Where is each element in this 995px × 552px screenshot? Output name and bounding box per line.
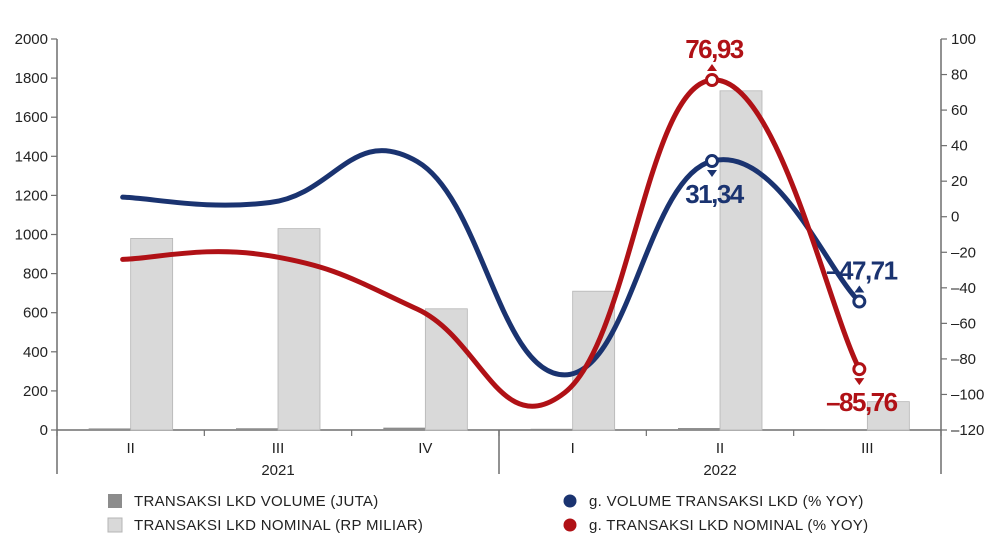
right-tick-label: –100 — [951, 386, 984, 403]
data-label-arrow — [707, 170, 717, 178]
category-label: II — [126, 440, 134, 457]
left-tick-label: 400 — [23, 344, 48, 361]
data-label-arrow — [707, 64, 717, 72]
right-tick-label: –40 — [951, 280, 976, 297]
nominal-growth-line — [120, 77, 862, 409]
left-tick-label: 1200 — [15, 187, 48, 204]
right-tick-label: 60 — [951, 102, 968, 119]
category-label: III — [861, 440, 874, 457]
right-tick-label: 0 — [951, 209, 959, 226]
left-tick-label: 1800 — [15, 70, 48, 87]
data-label: 76,93 — [685, 34, 744, 64]
right-tick-label: 100 — [951, 31, 976, 48]
volume-bar — [236, 428, 278, 430]
nominal-bar — [130, 238, 174, 431]
lines — [120, 73, 867, 409]
volume-bar — [678, 428, 720, 430]
left-tick-label: 800 — [23, 266, 48, 283]
right-tick-label: 40 — [951, 138, 968, 155]
right-tick-label: –80 — [951, 351, 976, 368]
left-tick-label: 1000 — [15, 227, 48, 244]
nominal-bar — [866, 401, 910, 431]
left-tick-label: 2000 — [15, 31, 48, 48]
data-point-marker — [852, 294, 867, 309]
left-tick-label: 600 — [23, 305, 48, 322]
legend-swatch — [107, 517, 123, 533]
category-label: III — [272, 440, 285, 457]
volume-bar — [825, 429, 868, 430]
legend-label: g. VOLUME TRANSAKSI LKD (% YOY) — [589, 493, 864, 510]
left-tick-label: 200 — [23, 383, 48, 400]
category-label: II — [716, 440, 724, 457]
volume-growth-line — [120, 148, 862, 378]
volume-bar — [383, 427, 426, 430]
data-point-marker — [852, 362, 867, 377]
legend: TRANSAKSI LKD VOLUME (JUTA) TRANSAKSI LKD… — [107, 493, 868, 534]
data-labels: 31,34 –47,71 76,93 –85,76 — [685, 34, 899, 417]
right-tick-label: –20 — [951, 244, 976, 261]
legend-marker — [563, 494, 577, 508]
volume-bar — [530, 428, 573, 430]
volume-bar — [88, 428, 131, 430]
data-label-arrow — [854, 285, 865, 293]
left-tick-label: 1400 — [15, 148, 48, 165]
left-tick-label: 1600 — [15, 109, 48, 126]
right-tick-label: 80 — [951, 67, 968, 84]
data-label: –47,71 — [826, 256, 898, 286]
data-label: –85,76 — [826, 387, 898, 417]
data-point-marker — [705, 73, 719, 88]
category-label: I — [571, 440, 575, 457]
bars — [88, 90, 910, 431]
year-label: 2021 — [261, 462, 294, 479]
data-label-arrow — [854, 378, 865, 386]
legend-label: TRANSAKSI LKD VOLUME (JUTA) — [134, 493, 379, 510]
right-tick-label: –60 — [951, 315, 976, 332]
legend-swatch — [108, 494, 122, 508]
right-tick-label: –120 — [951, 422, 984, 439]
nominal-bar — [719, 90, 763, 431]
data-label: 31,34 — [685, 179, 745, 209]
legend-label: TRANSAKSI LKD NOMINAL (RP MILIAR) — [134, 517, 423, 534]
axes: 0200400600800100012001400160018002000–12… — [15, 31, 985, 479]
year-label: 2022 — [703, 462, 736, 479]
legend-label: g. TRANSAKSI LKD NOMINAL (% YOY) — [589, 517, 868, 534]
right-tick-label: 20 — [951, 173, 968, 190]
left-tick-label: 0 — [40, 422, 48, 439]
category-label: IV — [418, 440, 432, 457]
legend-marker — [563, 518, 577, 532]
data-point-marker — [705, 154, 719, 169]
